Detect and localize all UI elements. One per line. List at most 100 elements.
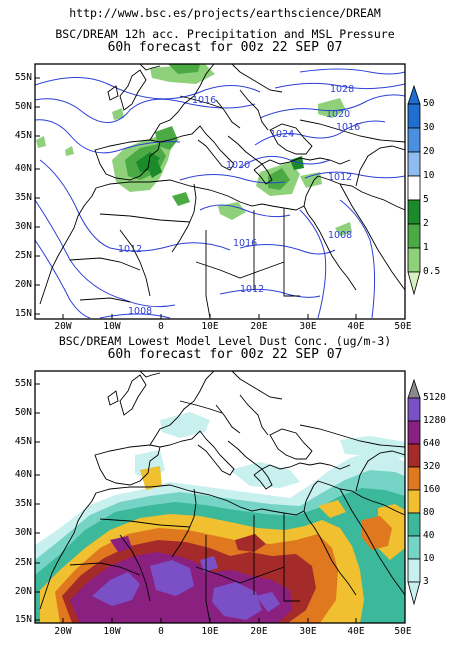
isobar-label: 1016: [336, 122, 360, 133]
colorbar-label: 5120: [423, 392, 446, 403]
precip-colorbar-cell-2: [407, 151, 421, 177]
precip-colorbar-cell-6: [407, 247, 421, 273]
isobars: [35, 68, 405, 319]
dust-map-ticks: [35, 383, 357, 623]
lat-label: 55N: [14, 378, 32, 389]
dust-colorbar-cell-4: [407, 466, 421, 491]
isobar-label: 1020: [226, 160, 250, 171]
lat-label: 50N: [14, 101, 32, 112]
precip-map-title: BSC/DREAM 12h acc. Precipitation and MSL…: [55, 27, 395, 41]
colorbar-label: 640: [423, 438, 441, 449]
dust-colorbar-cell-1: [407, 397, 421, 422]
lat-label: 20N: [14, 586, 32, 597]
colorbar-label: 3: [423, 576, 429, 587]
colorbar-label: 10: [423, 170, 435, 181]
colorbar-label: 10: [423, 553, 435, 564]
isobar-labels: 1016 1028 1020 1016 1024 1020 1012 1016 …: [118, 84, 360, 317]
lat-label: 55N: [14, 72, 32, 83]
lat-label: 25N: [14, 557, 32, 568]
lat-label: 15N: [14, 308, 32, 319]
isobar-label: 1012: [240, 284, 264, 295]
precip-colorbar-cell-4: [407, 199, 421, 225]
dust-map-title: BSC/DREAM Lowest Model Level Dust Conc. …: [58, 334, 392, 348]
dust-colorbar-cell-9: [407, 581, 421, 606]
lon-label: 20W: [54, 321, 72, 332]
lon-label: 0: [158, 626, 164, 637]
lon-label: 10E: [201, 321, 219, 332]
lat-label: 45N: [14, 130, 32, 141]
precip-areas: [36, 64, 352, 236]
colorbar-label: 2: [423, 218, 429, 229]
lat-label: 25N: [14, 250, 32, 261]
isobar-label: 1008: [328, 230, 352, 241]
precip-map-ticks: [35, 77, 357, 319]
lon-label: 30E: [299, 321, 317, 332]
isobar-label: 1024: [270, 129, 294, 140]
lon-label: 20E: [250, 321, 268, 332]
lon-label: 30E: [299, 626, 317, 637]
colorbar-label: 5: [423, 194, 429, 205]
colorbar-label: 20: [423, 146, 435, 157]
dust-colorbar-cell-7: [407, 535, 421, 560]
colorbar-label: 30: [423, 122, 435, 133]
colorbar-label: 0.5: [423, 266, 441, 277]
lat-label: 30N: [14, 221, 32, 232]
dust-colorbar-cell-2: [407, 420, 421, 445]
precip-colorbar-cell-0: [407, 84, 421, 105]
coastlines: [39, 64, 405, 319]
colorbar-label: 1: [423, 242, 429, 253]
isobar-label: 1028: [330, 84, 354, 95]
lon-label: 50E: [394, 626, 412, 637]
precip-map-subtitle: 60h forecast for 00z 22 SEP 07: [107, 40, 343, 55]
lon-label: 0: [158, 321, 164, 332]
precip-colorbar-cell-0b: [407, 103, 421, 129]
lon-label: 10W: [103, 321, 121, 332]
dust-colorbar: [407, 378, 421, 606]
isobar-label: 1012: [118, 244, 142, 255]
lat-label: 40N: [14, 163, 32, 174]
precip-map: [34, 63, 406, 320]
isobar-label: 1020: [326, 109, 350, 120]
lon-label: 20W: [54, 626, 72, 637]
lat-label: 40N: [14, 469, 32, 480]
colorbar-label: 50: [423, 98, 435, 109]
lon-label: 10W: [103, 626, 121, 637]
precip-colorbar-cell-3: [407, 175, 421, 201]
dust-map: [34, 370, 406, 624]
precip-colorbar-cell-1: [407, 127, 421, 153]
lat-label: 20N: [14, 279, 32, 290]
lat-label: 35N: [14, 192, 32, 203]
lat-label: 30N: [14, 527, 32, 538]
colorbar-label: 1280: [423, 415, 446, 426]
lat-label: 35N: [14, 498, 32, 509]
lon-label: 20E: [250, 626, 268, 637]
dust-colorbar-cell-6: [407, 512, 421, 537]
isobar-label: 1016: [192, 95, 216, 106]
lon-label: 10E: [201, 626, 219, 637]
isobar-label: 1012: [328, 172, 352, 183]
lon-label: 40E: [347, 321, 365, 332]
dust-colorbar-cell-8: [407, 558, 421, 583]
colorbar-label: 160: [423, 484, 441, 495]
lat-label: 45N: [14, 436, 32, 447]
dust-areas: [35, 412, 405, 623]
colorbar-label: 320: [423, 461, 441, 472]
lat-label: 50N: [14, 407, 32, 418]
lon-label: 40E: [347, 626, 365, 637]
dust-colorbar-cell-5: [407, 489, 421, 514]
precip-colorbar-cell-7: [407, 271, 421, 296]
precip-colorbar: [407, 84, 421, 296]
dust-coastlines: [39, 371, 405, 623]
dust-colorbar-cell-3: [407, 443, 421, 468]
lon-label: 50E: [394, 321, 412, 332]
precip-colorbar-cell-5: [407, 223, 421, 249]
source-url: http://www.bsc.es/projects/earthscience/…: [69, 6, 381, 20]
dust-map-subtitle: 60h forecast for 00z 22 SEP 07: [107, 347, 343, 362]
dust-colorbar-cell-0: [407, 378, 421, 399]
colorbar-label: 40: [423, 530, 435, 541]
colorbar-label: 80: [423, 507, 435, 518]
isobar-label: 1008: [128, 306, 152, 317]
isobar-label: 1016: [233, 238, 257, 249]
lat-label: 15N: [14, 614, 32, 625]
